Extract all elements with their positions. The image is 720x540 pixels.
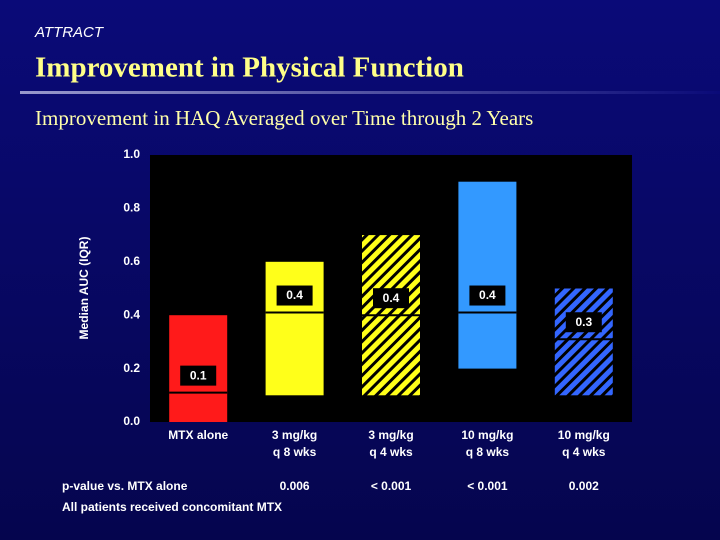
value-label: 0.3 [575,315,592,329]
y-tick-label: 0.6 [123,254,140,268]
x-tick-label: q 8 wks [273,445,317,459]
x-tick-label: q 8 wks [466,445,510,459]
y-tick-label: 0.2 [123,361,140,375]
note: All patients received concomitant MTX [62,500,282,514]
value-label-box [276,285,313,306]
iqr-box [265,261,324,396]
iqr-box [554,288,613,396]
x-tick-label: q 4 wks [562,445,606,459]
x-tick-label: MTX alone [168,428,228,442]
value-label-box [180,365,217,386]
pvalue: 0.006 [280,479,310,493]
x-tick-label: q 4 wks [369,445,413,459]
y-axis-label: Median AUC (IQR) [77,237,91,340]
value-label-box [469,285,506,306]
value-label-box [565,312,602,333]
x-tick-label: 3 mg/kg [368,428,413,442]
iqr-box [458,181,517,369]
pvalue: < 0.001 [371,479,412,493]
title-rule [20,91,720,94]
pvalue-label: p-value vs. MTX alone [62,479,188,493]
subtitle: Improvement in HAQ Averaged over Time th… [35,106,533,130]
value-label: 0.1 [190,368,207,382]
value-label: 0.4 [383,291,400,305]
y-tick-label: 0.8 [123,201,140,215]
x-tick-label: 10 mg/kg [558,428,610,442]
value-label: 0.4 [479,288,496,302]
x-tick-label: 3 mg/kg [272,428,317,442]
value-label-box [373,288,409,309]
pvalue: < 0.001 [467,479,508,493]
title: Improvement in Physical Function [35,52,464,84]
y-tick-label: 1.0 [123,147,140,161]
value-label: 0.4 [286,288,303,302]
y-tick-label: 0.0 [123,414,140,428]
x-tick-label: 10 mg/kg [461,428,513,442]
tag: ATTRACT [34,24,105,41]
y-tick-label: 0.4 [123,307,140,321]
pvalue: 0.002 [569,479,599,493]
